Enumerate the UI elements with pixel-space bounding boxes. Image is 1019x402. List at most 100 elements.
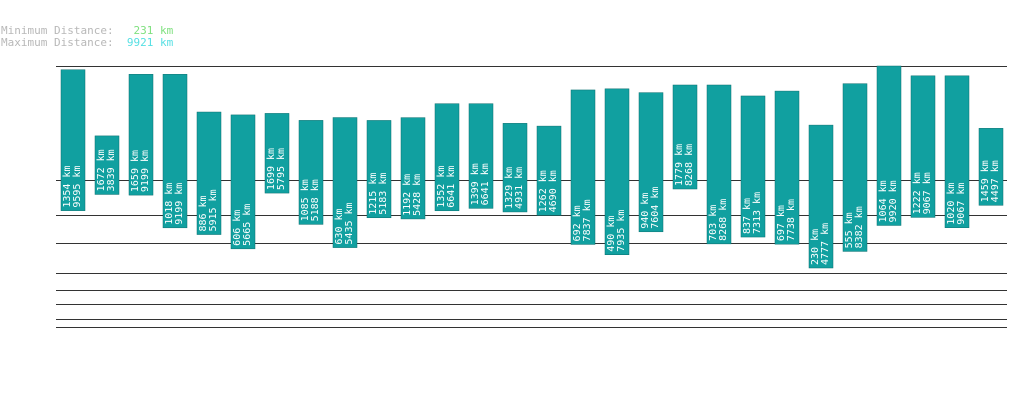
bar-25 [876,65,902,226]
bar-lower-label-5: 886 km [198,195,209,231]
bar-6 [230,114,256,250]
bar-19 [672,84,698,190]
bar-upper-label-14: 4931 km [514,167,525,209]
bar-21 [740,95,766,238]
bar-group-26: 1222 km 9067 km [910,75,936,218]
bar-18 [638,92,664,233]
bars: 1354 km 9595 km 1672 km 3839 km 1659 km 9199 … [60,65,1004,269]
bar-lower-label-17: 490 km [606,216,617,252]
bar-upper-label-6: 5665 km [242,204,253,246]
bar-upper-label-11: 5428 km [412,174,423,216]
bar-group-27: 1020 km 9067 km [944,75,970,228]
bar-upper-label-19: 8268 km [684,144,695,186]
bar-3 [128,74,154,196]
bar-16 [570,89,596,245]
bar-upper-label-15: 4690 km [548,170,559,212]
bar-11 [400,117,426,220]
bar-group-23: 230 km 4777 km [808,124,834,269]
bar-lower-label-21: 837 km [742,198,753,234]
bar-group-17: 490 km 7935 km [604,88,630,255]
bar-group-19: 1779 km 8268 km [672,84,698,190]
bar-upper-label-1: 9595 km [72,166,83,208]
minimum-distance-label: Minimum Distance: [1,24,114,37]
bar-lower-label-14: 1329 km [504,167,515,209]
bar-group-21: 837 km 7313 km [740,95,766,238]
bar-group-24: 555 km 8382 km [842,83,868,252]
bar-group-10: 1215 km 5183 km [366,120,392,219]
bar-upper-label-17: 7935 km [616,210,627,252]
bar-2 [94,135,120,195]
bar-lower-label-13: 1399 km [470,163,481,205]
bar-15 [536,125,562,216]
maximum-distance-label: Maximum Distance: [1,36,114,49]
bar-lower-label-18: 940 km [640,193,651,229]
bar-23 [808,124,834,269]
distance-summary: Minimum Distance: 231 km Maximum Distanc… [1,25,173,49]
bar-group-13: 1399 km 6641 km [468,103,494,209]
bar-group-16: 692 km 7837 km [570,89,596,245]
bar-group-20: 703 km 8268 km [706,84,732,245]
bar-upper-label-2: 3839 km [106,149,117,191]
bar-upper-label-13: 6641 km [480,163,491,205]
bar-group-18: 940 km 7604 km [638,92,664,233]
bar-lower-label-11: 1192 km [402,174,413,216]
bar-lower-label-3: 1659 km [130,150,141,192]
bar-4 [162,74,188,229]
bar-group-8: 1085 km 5188 km [298,120,324,225]
minimum-distance-row: Minimum Distance: 231 km [1,25,173,37]
bar-22 [774,90,800,245]
bar-lower-label-1: 1354 km [62,166,73,208]
bar-group-1: 1354 km 9595 km [60,69,86,211]
bar-lower-label-4: 1018 km [164,183,175,225]
bar-lower-label-9: 630 km [334,208,345,244]
bar-group-3: 1659 km 9199 km [128,74,154,196]
bar-group-2: 1672 km 3839 km [94,135,120,195]
bar-lower-label-10: 1215 km [368,173,379,215]
bar-group-9: 630 km 5435 km [332,117,358,248]
bar-7 [264,113,290,194]
bar-upper-label-7: 5795 km [276,148,287,190]
bar-17 [604,88,630,255]
bar-lower-label-2: 1672 km [96,149,107,191]
bar-upper-label-5: 5915 km [208,189,219,231]
bar-26 [910,75,936,218]
bar-13 [468,103,494,209]
bar-group-12: 1352 km 6641 km [434,103,460,212]
maximum-distance-row: Maximum Distance: 9921 km [1,37,173,49]
bar-upper-label-16: 7837 km [582,199,593,241]
bar-lower-label-27: 1020 km [946,183,957,225]
bar-lower-label-20: 703 km [708,205,719,241]
bar-group-15: 1262 km 4690 km [536,125,562,216]
bar-lower-label-22: 697 km [776,205,787,241]
bar-upper-label-18: 7604 km [650,187,661,229]
bar-upper-label-27: 9067 km [956,183,967,225]
bar-lower-label-8: 1085 km [300,179,311,221]
bar-upper-label-8: 5188 km [310,179,321,221]
bar-group-22: 697 km 7738 km [774,90,800,245]
bar-group-5: 886 km 5915 km [196,111,222,235]
bar-8 [298,120,324,225]
grid-lines [56,66,1007,328]
bar-28 [978,128,1004,206]
bar-upper-label-3: 9199 km [140,150,151,192]
bar-group-7: 1699 km 5795 km [264,113,290,194]
bar-upper-label-25: 9920 km [888,180,899,222]
bar-12 [434,103,460,212]
bar-upper-label-22: 7738 km [786,199,797,241]
bar-20 [706,84,732,245]
bar-27 [944,75,970,228]
bar-upper-label-10: 5183 km [378,173,389,215]
bar-lower-label-12: 1352 km [436,166,447,208]
bar-10 [366,120,392,219]
bar-lower-label-6: 606 km [232,210,243,246]
bar-upper-label-4: 9199 km [174,183,185,225]
bar-group-4: 1018 km 9199 km [162,74,188,229]
maximum-distance-value: 9921 km [126,36,174,49]
bar-upper-label-26: 9067 km [922,172,933,214]
bar-lower-label-26: 1222 km [912,172,923,214]
bar-9 [332,117,358,248]
bar-group-11: 1192 km 5428 km [400,117,426,220]
bar-lower-label-19: 1779 km [674,144,685,186]
bar-group-14: 1329 km 4931 km [502,123,528,213]
